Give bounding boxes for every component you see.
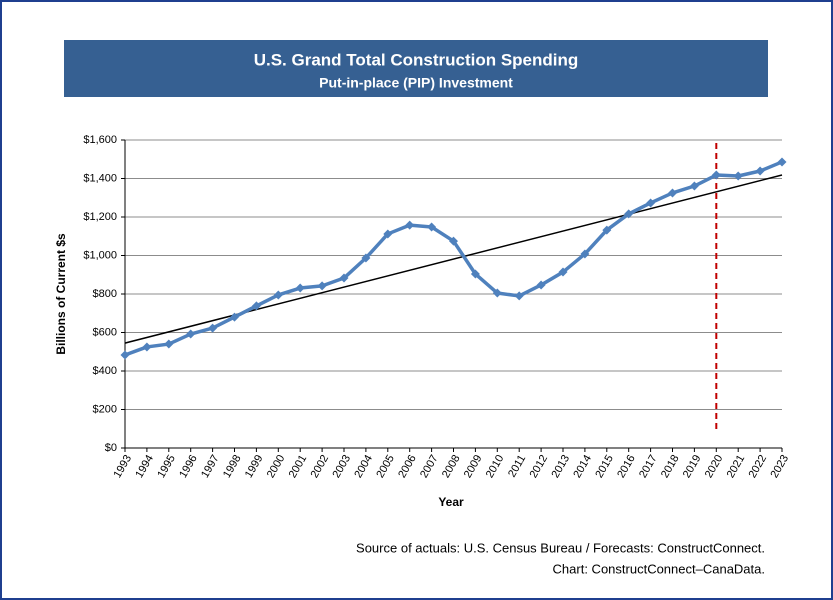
y-tick-label: $600 [93,326,117,338]
data-point [733,171,743,181]
data-point [580,249,590,259]
y-tick-label: $0 [105,442,117,454]
data-point [295,283,305,293]
data-point [602,225,612,235]
data-point [711,170,721,180]
data-point [317,281,327,291]
data-point [514,291,524,301]
data-point [186,329,196,339]
data-point [273,290,283,300]
data-point [668,188,677,198]
y-tick-label: $200 [93,403,117,415]
data-point [689,181,699,191]
y-tick-label: $800 [93,288,117,300]
data-point [449,236,458,246]
source-note: Source of actuals: U.S. Census Bureau / … [356,540,765,555]
data-point [361,253,371,263]
y-tick-label: $1,200 [83,211,117,223]
y-axis-label: Billions of Current $s [54,233,68,355]
data-point [777,157,787,167]
data-point [164,339,174,349]
data-point [120,350,130,360]
chart-title: U.S. Grand Total Construction Spending [254,50,579,69]
data-point [142,342,152,352]
data-point [383,229,393,239]
y-tick-label: $400 [93,365,117,377]
data-point [755,166,765,176]
y-tick-label: $1,400 [83,172,117,184]
data-point [405,220,415,230]
data-point [624,209,634,219]
data-point [470,269,480,279]
data-point [251,301,261,311]
data-point [536,280,546,290]
y-tick-label: $1,600 [83,134,117,146]
data-point [558,267,568,277]
y-tick-label: $1,000 [83,249,117,261]
title-box [64,40,768,97]
data-point [230,312,239,322]
chart-subtitle: Put-in-place (PIP) Investment [319,75,513,91]
credit-note: Chart: ConstructConnect–CanaData. [553,561,765,576]
data-point [646,198,656,208]
x-axis-label: Year [438,495,464,509]
data-point [208,323,218,333]
data-point [339,273,349,283]
data-point [492,288,502,298]
data-point [427,222,437,232]
